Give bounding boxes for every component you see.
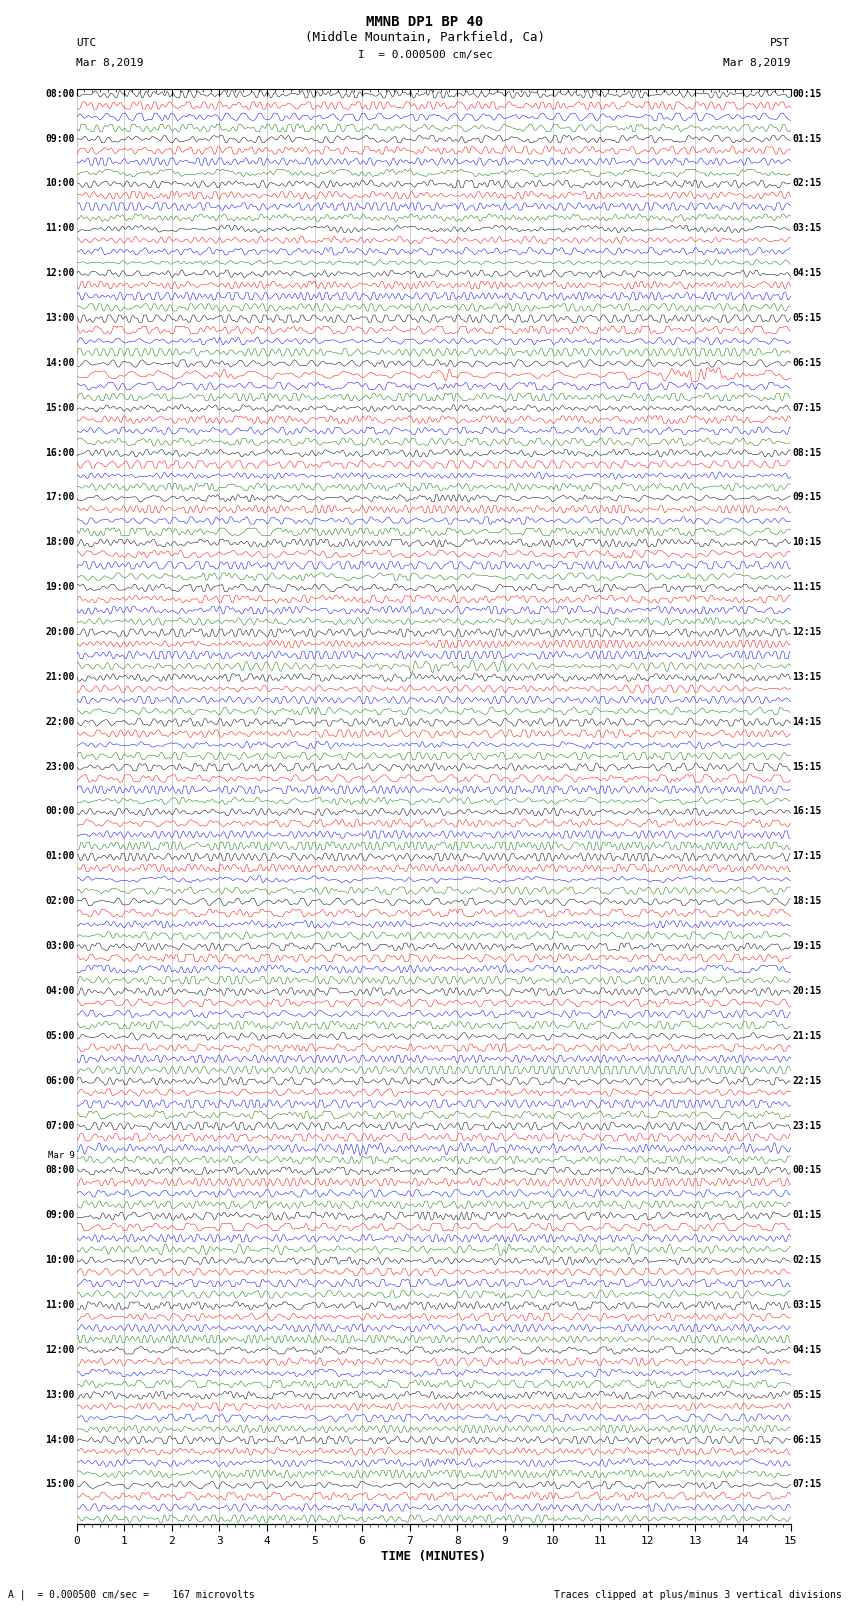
Text: 20:15: 20:15 xyxy=(792,986,821,995)
Text: 19:15: 19:15 xyxy=(792,940,821,952)
Text: 07:00: 07:00 xyxy=(46,1121,75,1131)
Text: 04:15: 04:15 xyxy=(792,1345,821,1355)
Text: 09:00: 09:00 xyxy=(46,134,75,144)
Text: 10:00: 10:00 xyxy=(46,179,75,189)
Text: Mar 9: Mar 9 xyxy=(48,1150,75,1160)
Text: 09:15: 09:15 xyxy=(792,492,821,503)
Text: 12:00: 12:00 xyxy=(46,1345,75,1355)
Text: 04:15: 04:15 xyxy=(792,268,821,277)
Text: 02:00: 02:00 xyxy=(46,897,75,907)
Text: 07:15: 07:15 xyxy=(792,1479,821,1489)
Text: 08:00: 08:00 xyxy=(46,1165,75,1176)
Text: 03:00: 03:00 xyxy=(46,940,75,952)
Text: 11:00: 11:00 xyxy=(46,1300,75,1310)
Text: 13:15: 13:15 xyxy=(792,673,821,682)
Text: 21:15: 21:15 xyxy=(792,1031,821,1040)
Text: 09:00: 09:00 xyxy=(46,1210,75,1221)
Text: 10:00: 10:00 xyxy=(46,1255,75,1265)
Text: 02:15: 02:15 xyxy=(792,179,821,189)
Text: Mar 8,2019: Mar 8,2019 xyxy=(723,58,791,68)
Text: 02:15: 02:15 xyxy=(792,1255,821,1265)
Text: 00:00: 00:00 xyxy=(46,806,75,816)
Text: 21:00: 21:00 xyxy=(46,673,75,682)
Text: A |  = 0.000500 cm/sec =    167 microvolts: A | = 0.000500 cm/sec = 167 microvolts xyxy=(8,1589,255,1600)
Text: 05:15: 05:15 xyxy=(792,313,821,323)
Text: 16:15: 16:15 xyxy=(792,806,821,816)
Text: 20:00: 20:00 xyxy=(46,627,75,637)
Text: 07:15: 07:15 xyxy=(792,403,821,413)
Text: 11:00: 11:00 xyxy=(46,223,75,234)
Text: 00:15: 00:15 xyxy=(792,89,821,98)
Text: 13:00: 13:00 xyxy=(46,313,75,323)
Text: 06:00: 06:00 xyxy=(46,1076,75,1086)
Text: 05:15: 05:15 xyxy=(792,1390,821,1400)
Text: 08:00: 08:00 xyxy=(46,89,75,98)
Text: 14:00: 14:00 xyxy=(46,358,75,368)
Text: Mar 8,2019: Mar 8,2019 xyxy=(76,58,144,68)
Text: 01:15: 01:15 xyxy=(792,134,821,144)
Text: 12:00: 12:00 xyxy=(46,268,75,277)
Text: (Middle Mountain, Parkfield, Ca): (Middle Mountain, Parkfield, Ca) xyxy=(305,31,545,44)
X-axis label: TIME (MINUTES): TIME (MINUTES) xyxy=(381,1550,486,1563)
Text: UTC: UTC xyxy=(76,39,97,48)
Text: 18:15: 18:15 xyxy=(792,897,821,907)
Text: 14:15: 14:15 xyxy=(792,716,821,727)
Text: 23:15: 23:15 xyxy=(792,1121,821,1131)
Text: 08:15: 08:15 xyxy=(792,448,821,458)
Text: 22:00: 22:00 xyxy=(46,716,75,727)
Text: 18:00: 18:00 xyxy=(46,537,75,547)
Text: 06:15: 06:15 xyxy=(792,358,821,368)
Text: 15:00: 15:00 xyxy=(46,1479,75,1489)
Text: Traces clipped at plus/minus 3 vertical divisions: Traces clipped at plus/minus 3 vertical … xyxy=(553,1590,842,1600)
Text: 17:00: 17:00 xyxy=(46,492,75,503)
Text: 15:00: 15:00 xyxy=(46,403,75,413)
Text: 14:00: 14:00 xyxy=(46,1434,75,1445)
Text: 22:15: 22:15 xyxy=(792,1076,821,1086)
Text: 01:00: 01:00 xyxy=(46,852,75,861)
Text: 17:15: 17:15 xyxy=(792,852,821,861)
Text: 11:15: 11:15 xyxy=(792,582,821,592)
Text: 19:00: 19:00 xyxy=(46,582,75,592)
Text: 12:15: 12:15 xyxy=(792,627,821,637)
Text: MMNB DP1 BP 40: MMNB DP1 BP 40 xyxy=(366,15,484,29)
Text: 03:15: 03:15 xyxy=(792,223,821,234)
Text: 23:00: 23:00 xyxy=(46,761,75,771)
Text: PST: PST xyxy=(770,39,790,48)
Text: 00:15: 00:15 xyxy=(792,1165,821,1176)
Text: 01:15: 01:15 xyxy=(792,1210,821,1221)
Text: 13:00: 13:00 xyxy=(46,1390,75,1400)
Text: 16:00: 16:00 xyxy=(46,448,75,458)
Text: 05:00: 05:00 xyxy=(46,1031,75,1040)
Text: 06:15: 06:15 xyxy=(792,1434,821,1445)
Text: 15:15: 15:15 xyxy=(792,761,821,771)
Text: 03:15: 03:15 xyxy=(792,1300,821,1310)
Text: 10:15: 10:15 xyxy=(792,537,821,547)
Text: I  = 0.000500 cm/sec: I = 0.000500 cm/sec xyxy=(358,50,492,60)
Text: 04:00: 04:00 xyxy=(46,986,75,995)
